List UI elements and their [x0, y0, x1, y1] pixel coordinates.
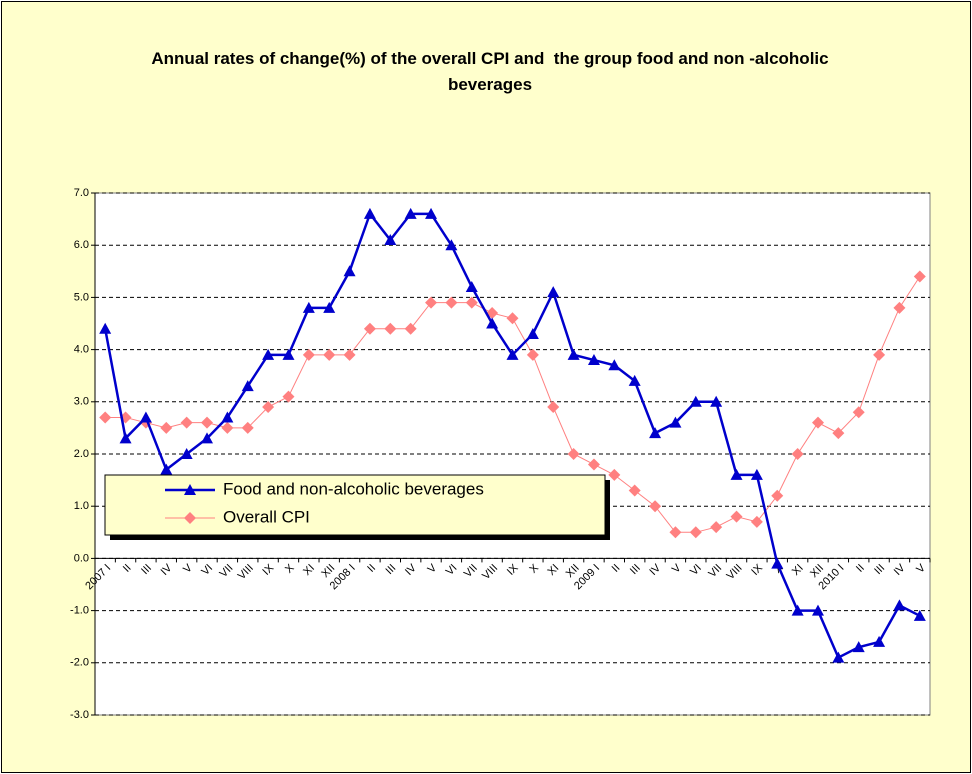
data-point [384, 233, 397, 245]
data-point [323, 348, 336, 361]
data-point [893, 301, 906, 314]
data-point [465, 280, 478, 292]
data-point [567, 448, 580, 460]
data-point [913, 270, 926, 283]
data-point [221, 411, 234, 423]
data-point [608, 359, 621, 371]
data-point [710, 395, 723, 407]
data-point [750, 515, 763, 528]
data-point [506, 312, 519, 325]
data-point [262, 348, 275, 360]
data-point [384, 322, 397, 335]
y-tick-label: 4.0 [74, 344, 89, 356]
data-point [608, 468, 621, 481]
data-point [852, 641, 865, 653]
data-point [547, 286, 560, 298]
data-point [119, 432, 132, 444]
data-point [913, 609, 926, 621]
y-tick-label: -1.0 [70, 605, 89, 617]
data-point [180, 416, 193, 429]
chart-title: Annual rates of change(%) of the overall… [151, 49, 834, 94]
data-point [649, 500, 662, 513]
data-point [180, 448, 193, 459]
data-point [404, 322, 417, 335]
data-point [873, 348, 886, 361]
data-point [689, 526, 702, 539]
data-point [201, 432, 214, 444]
data-point [791, 604, 804, 616]
data-point [99, 322, 112, 334]
data-point [302, 301, 315, 313]
data-point [404, 207, 417, 219]
y-tick-label: 0.0 [74, 552, 89, 564]
data-point [873, 635, 886, 647]
y-tick-label: 3.0 [74, 396, 89, 408]
y-tick-label: 2.0 [74, 448, 89, 460]
y-tick-label: 6.0 [74, 239, 89, 251]
data-point [526, 348, 539, 361]
data-point [465, 296, 478, 309]
data-point [241, 421, 254, 434]
data-point [730, 510, 743, 523]
legend-marker [184, 512, 196, 524]
data-point [811, 416, 824, 429]
y-tick-label: 7.0 [74, 187, 89, 199]
data-point [771, 557, 784, 569]
data-point [587, 458, 600, 471]
data-point [526, 327, 539, 339]
legend-label: Overall CPI [223, 507, 310, 526]
data-point [730, 468, 743, 480]
data-point [343, 265, 356, 277]
y-tick-label: 5.0 [74, 291, 89, 303]
data-point [832, 651, 845, 663]
data-point [506, 348, 519, 360]
data-point [160, 421, 173, 434]
data-point [750, 468, 763, 480]
y-tick-label: 1.0 [74, 500, 89, 512]
data-point [852, 406, 865, 419]
data-point [811, 604, 824, 616]
data-point [241, 380, 254, 392]
data-point [425, 207, 438, 219]
y-tick-label: -3.0 [70, 709, 89, 721]
data-point [201, 416, 214, 429]
data-point [425, 296, 438, 309]
data-point [363, 207, 376, 219]
data-point [771, 489, 784, 502]
data-point [710, 521, 723, 534]
y-tick-label: -2.0 [70, 657, 89, 669]
data-point [587, 354, 600, 366]
data-point [99, 411, 112, 424]
data-point [445, 296, 458, 309]
legend-marker [184, 484, 196, 495]
data-point [832, 427, 845, 440]
legend-label: Food and non-alcoholic beverages [223, 479, 484, 498]
data-point [282, 390, 295, 403]
data-point [628, 484, 641, 497]
data-point [689, 395, 702, 407]
data-point [628, 374, 641, 386]
data-point [343, 348, 356, 361]
data-point [302, 348, 315, 361]
data-point [567, 348, 580, 360]
data-point [323, 301, 336, 313]
data-point [547, 401, 560, 414]
data-point [160, 463, 173, 475]
data-point [893, 599, 906, 611]
data-point [486, 317, 499, 329]
data-point [669, 416, 682, 428]
data-point [363, 322, 376, 335]
data-point [669, 526, 682, 539]
legend [104, 474, 606, 536]
data-point [262, 401, 275, 414]
data-point [282, 348, 295, 360]
data-point [221, 421, 234, 434]
data-point [791, 448, 804, 460]
data-point [649, 427, 662, 439]
data-point [445, 239, 458, 251]
data-point [139, 411, 152, 423]
